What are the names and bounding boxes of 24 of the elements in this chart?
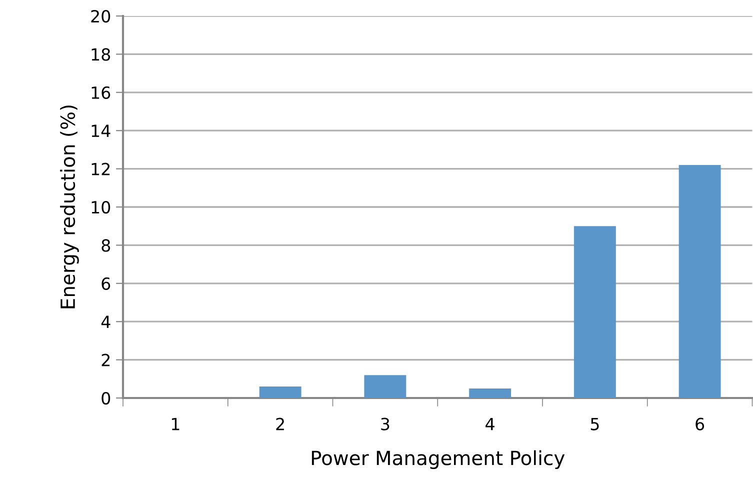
- bar: [259, 386, 302, 398]
- y-axis-title: Energy reduction (%): [60, 106, 79, 308]
- y-tick-label: 2: [102, 354, 110, 366]
- bar: [574, 226, 616, 398]
- x-tick-label: 5: [590, 418, 599, 430]
- bar: [678, 164, 721, 398]
- y-tick-label: 12: [92, 162, 110, 176]
- y-tick-label: 18: [92, 48, 110, 61]
- y-tick-label: 4: [101, 316, 110, 328]
- y-tick-label: 14: [92, 124, 110, 137]
- x-tick-label: 2: [276, 418, 284, 430]
- x-tick-label: 1: [172, 418, 180, 430]
- y-tick-label: 20: [91, 10, 110, 23]
- x-tick-label: 4: [486, 418, 494, 430]
- y-tick-label: 8: [102, 239, 110, 252]
- y-tick-label: 0: [102, 392, 110, 405]
- y-tick-label: 10: [92, 200, 110, 214]
- x-tick-label: 3: [381, 418, 390, 430]
- y-tick-label: 16: [92, 86, 110, 99]
- y-tick-label: 6: [102, 277, 110, 290]
- bar: [469, 388, 512, 398]
- x-axis-title: Power Management Policy: [312, 450, 565, 470]
- x-tick-label: 6: [696, 418, 704, 430]
- bar: [364, 375, 406, 398]
